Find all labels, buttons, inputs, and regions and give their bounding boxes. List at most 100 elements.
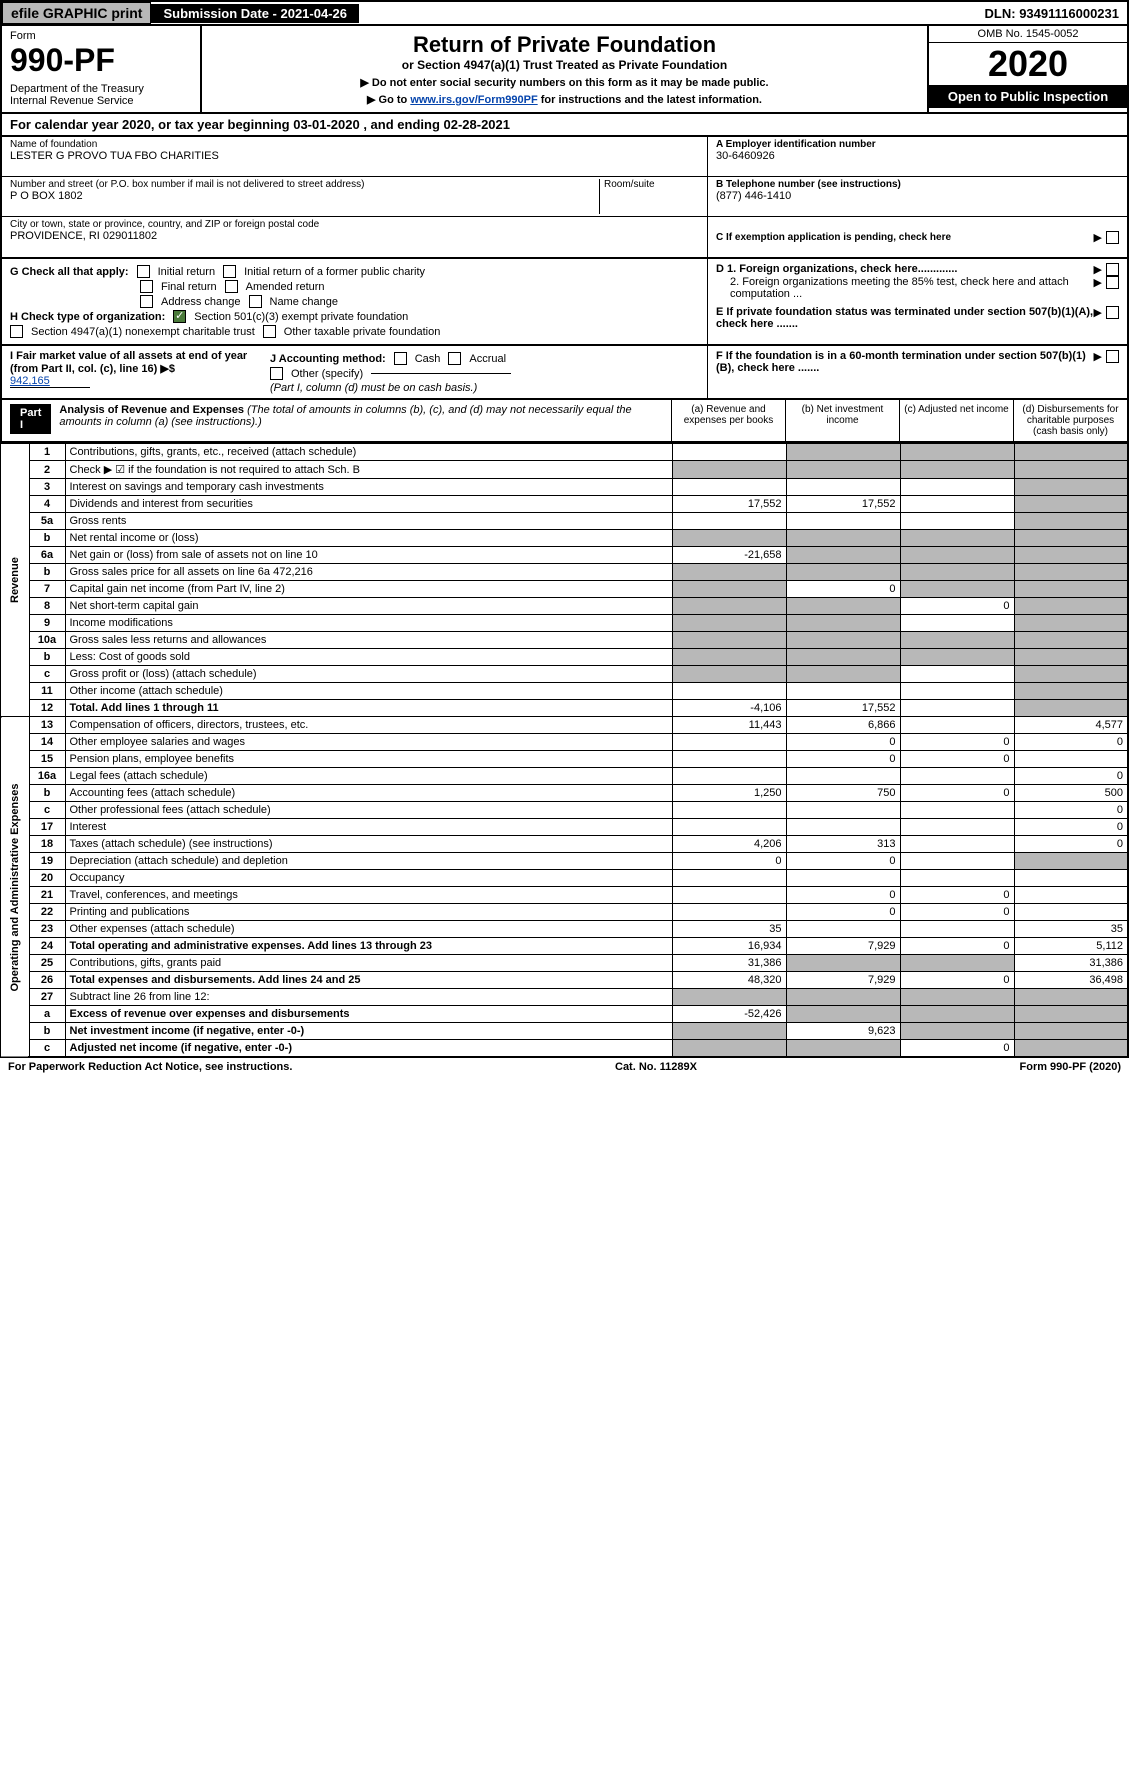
amount-cell: 35 [1014, 921, 1128, 938]
amount-cell: 31,386 [672, 955, 786, 972]
amount-cell [1014, 564, 1128, 581]
amount-cell [900, 683, 1014, 700]
form-header: Form 990-PF Department of the Treasury I… [0, 26, 1129, 114]
line-desc: Depreciation (attach schedule) and deple… [65, 853, 672, 870]
line-desc: Contributions, gifts, grants, etc., rece… [65, 444, 672, 461]
instruct2-link[interactable]: www.irs.gov/Form990PF [410, 94, 537, 106]
header-mid: Return of Private Foundation or Section … [202, 26, 927, 112]
dln-number: DLN: 93491116000231 [985, 6, 1127, 21]
instruct2-pre: ▶ Go to [367, 94, 410, 106]
amount-cell [786, 479, 900, 496]
line-desc: Other employee salaries and wages [65, 734, 672, 751]
name-change-cb[interactable] [249, 295, 262, 308]
line-desc: Pension plans, employee benefits [65, 751, 672, 768]
amount-cell [900, 649, 1014, 666]
amount-cell: 7,929 [786, 972, 900, 989]
initial-former-cb[interactable] [223, 265, 236, 278]
line-number: 12 [29, 700, 65, 717]
line-number: 10a [29, 632, 65, 649]
amount-cell [900, 461, 1014, 479]
amount-cell [1014, 700, 1128, 717]
table-row: cOther professional fees (attach schedul… [1, 802, 1128, 819]
amount-cell [786, 615, 900, 632]
table-row: 12Total. Add lines 1 through 11-4,10617,… [1, 700, 1128, 717]
city-val: PROVIDENCE, RI 029011802 [10, 230, 699, 242]
part1-header: Part I Analysis of Revenue and Expenses … [0, 400, 1129, 443]
arrow-icon: ▶ [1094, 263, 1102, 276]
address-change-cb[interactable] [140, 295, 153, 308]
table-row: 5aGross rents [1, 513, 1128, 530]
amount-cell [672, 819, 786, 836]
amount-cell: 0 [900, 734, 1014, 751]
line-desc: Gross sales less returns and allowances [65, 632, 672, 649]
footer-mid: Cat. No. 11289X [615, 1061, 697, 1073]
c-checkbox[interactable] [1106, 231, 1119, 244]
amount-cell: 0 [900, 1040, 1014, 1058]
amount-cell [786, 819, 900, 836]
line-desc: Gross rents [65, 513, 672, 530]
table-row: 10aGross sales less returns and allowanc… [1, 632, 1128, 649]
phone-val: (877) 446-1410 [716, 190, 1119, 202]
col-a-header: (a) Revenue and expenses per books [671, 400, 785, 441]
line-number: 4 [29, 496, 65, 513]
amount-cell [672, 666, 786, 683]
amount-cell [900, 989, 1014, 1006]
efile-button[interactable]: efile GRAPHIC print [2, 2, 151, 24]
amended-cb[interactable] [225, 280, 238, 293]
amount-cell [1014, 989, 1128, 1006]
table-row: 4Dividends and interest from securities1… [1, 496, 1128, 513]
line-desc: Net investment income (if negative, ente… [65, 1023, 672, 1040]
city-label: City or town, state or province, country… [10, 219, 699, 230]
amount-cell: -4,106 [672, 700, 786, 717]
arrow-icon: ▶ [1094, 306, 1102, 330]
line-number: c [29, 1040, 65, 1058]
arrow-icon: ▶ [1094, 276, 1102, 300]
other-method-cb[interactable] [270, 367, 283, 380]
amount-cell [900, 530, 1014, 547]
amount-cell [1014, 496, 1128, 513]
table-row: 7Capital gain net income (from Part IV, … [1, 581, 1128, 598]
initial-return-cb[interactable] [137, 265, 150, 278]
amount-cell: 0 [900, 785, 1014, 802]
cash-cb[interactable] [394, 352, 407, 365]
fmv-value[interactable]: 942,165 [10, 375, 90, 388]
amount-cell: 0 [786, 904, 900, 921]
table-row: 21Travel, conferences, and meetings00 [1, 887, 1128, 904]
j-cash: Cash [415, 353, 441, 365]
table-row: 14Other employee salaries and wages000 [1, 734, 1128, 751]
amount-cell [672, 649, 786, 666]
amount-cell: 17,552 [786, 700, 900, 717]
line-number: 16a [29, 768, 65, 785]
501c3-cb[interactable] [173, 310, 186, 323]
other-taxable-cb[interactable] [263, 325, 276, 338]
line-desc: Subtract line 26 from line 12: [65, 989, 672, 1006]
amount-cell: 9,623 [786, 1023, 900, 1040]
line-desc: Total. Add lines 1 through 11 [65, 700, 672, 717]
amount-cell [786, 683, 900, 700]
ein-val: 30-6460926 [716, 150, 1119, 162]
d1-cb[interactable] [1106, 263, 1119, 276]
amount-cell [1014, 547, 1128, 564]
amount-cell [900, 615, 1014, 632]
final-return-cb[interactable] [140, 280, 153, 293]
table-row: 9Income modifications [1, 615, 1128, 632]
amount-cell [900, 479, 1014, 496]
amount-cell [900, 853, 1014, 870]
amount-cell [786, 666, 900, 683]
table-row: aExcess of revenue over expenses and dis… [1, 1006, 1128, 1023]
amount-cell: 0 [900, 598, 1014, 615]
amount-cell [1014, 598, 1128, 615]
accrual-cb[interactable] [448, 352, 461, 365]
amount-cell [786, 513, 900, 530]
header-right: OMB No. 1545-0052 2020 Open to Public In… [927, 26, 1127, 112]
tax-year: 2020 [929, 43, 1127, 85]
line-number: b [29, 1023, 65, 1040]
info-right: A Employer identification number 30-6460… [707, 137, 1127, 257]
e-cb[interactable] [1106, 306, 1119, 319]
4947-cb[interactable] [10, 325, 23, 338]
top-bar: efile GRAPHIC print Submission Date - 20… [0, 0, 1129, 26]
d2-cb[interactable] [1106, 276, 1119, 289]
table-row: Operating and Administrative Expenses13C… [1, 717, 1128, 734]
f-cb[interactable] [1106, 350, 1119, 363]
amount-cell [786, 1006, 900, 1023]
